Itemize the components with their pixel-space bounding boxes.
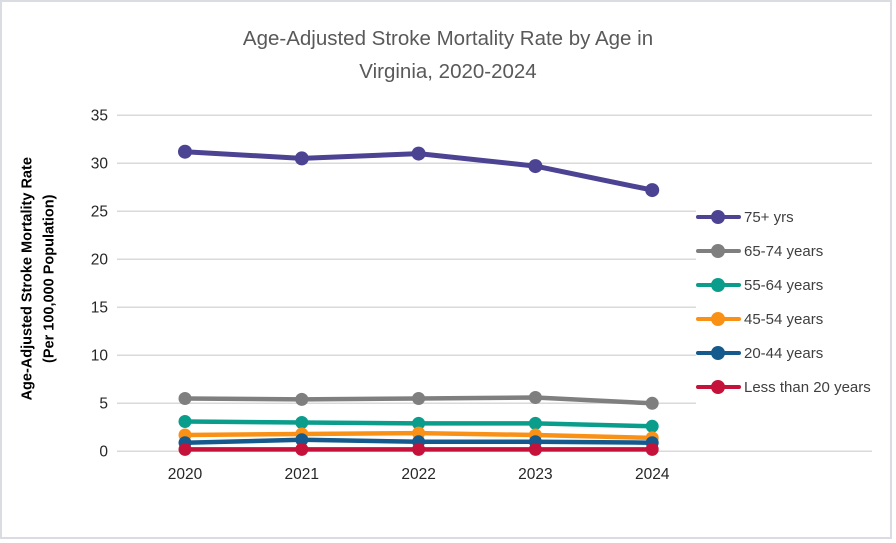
data-point [528,416,542,430]
legend-label: 75+ yrs [744,208,794,226]
legend-item-75plus: 75+ yrs [696,200,890,234]
legend-item-65-74: 65-74 years [696,234,890,268]
data-point [295,392,309,406]
data-point [178,415,192,428]
x-tick-label: 2024 [635,466,670,483]
data-point [294,151,309,166]
legend-label: Less than 20 years [744,378,871,396]
data-point [528,391,542,404]
y-tick-label: 35 [91,108,108,125]
y-tick-label: 0 [99,444,108,461]
legend-item-55-64: 55-64 years [696,268,890,302]
legend-item-45-54: 45-54 years [696,302,890,336]
data-point [178,392,192,405]
y-tick-label: 5 [99,396,108,413]
data-point [528,442,542,456]
data-point [411,146,426,161]
x-tick-label: 2022 [401,466,435,483]
data-point [178,144,192,159]
data-point [178,442,192,456]
legend-marker-icon [696,380,741,394]
data-point [645,442,659,456]
y-tick-label: 30 [91,156,109,173]
legend-item-under20: Less than 20 years [696,370,890,404]
legend-label: 55-64 years [744,276,824,294]
data-point [528,159,543,174]
y-axis-title-text: Age-Adjusted Stroke Mortality Rate (Per … [19,157,57,401]
chart-title: Age-Adjusted Stroke Mortality Rate by Ag… [242,27,654,83]
x-tick-label: 2021 [285,466,319,483]
data-point [412,416,426,430]
legend-marker-icon [696,210,741,224]
y-tick-label: 20 [91,252,109,269]
data-point [295,433,309,447]
y-tick-label: 25 [91,204,108,221]
legend-marker-icon [696,278,741,292]
legend-label: 65-74 years [744,242,824,260]
legend-marker-icon [696,312,741,326]
data-point [412,442,426,456]
data-point [295,442,309,456]
data-point [645,419,659,433]
legend-label: 20-44 years [744,344,824,362]
y-tick-label: 15 [91,300,108,317]
x-tick-label: 2023 [518,466,552,483]
legend-marker-icon [696,346,741,360]
data-point [645,183,660,198]
legend: 75+ yrs 65-74 years 55-64 years 45-54 ye… [696,200,890,404]
data-point [295,416,309,429]
data-point [412,392,426,405]
legend-marker-icon [696,244,741,258]
data-point [645,396,659,410]
legend-item-20-44: 20-44 years [696,336,890,370]
legend-label: 45-54 years [744,310,824,328]
x-tick-label: 2020 [168,466,203,483]
y-tick-label: 10 [91,348,109,365]
